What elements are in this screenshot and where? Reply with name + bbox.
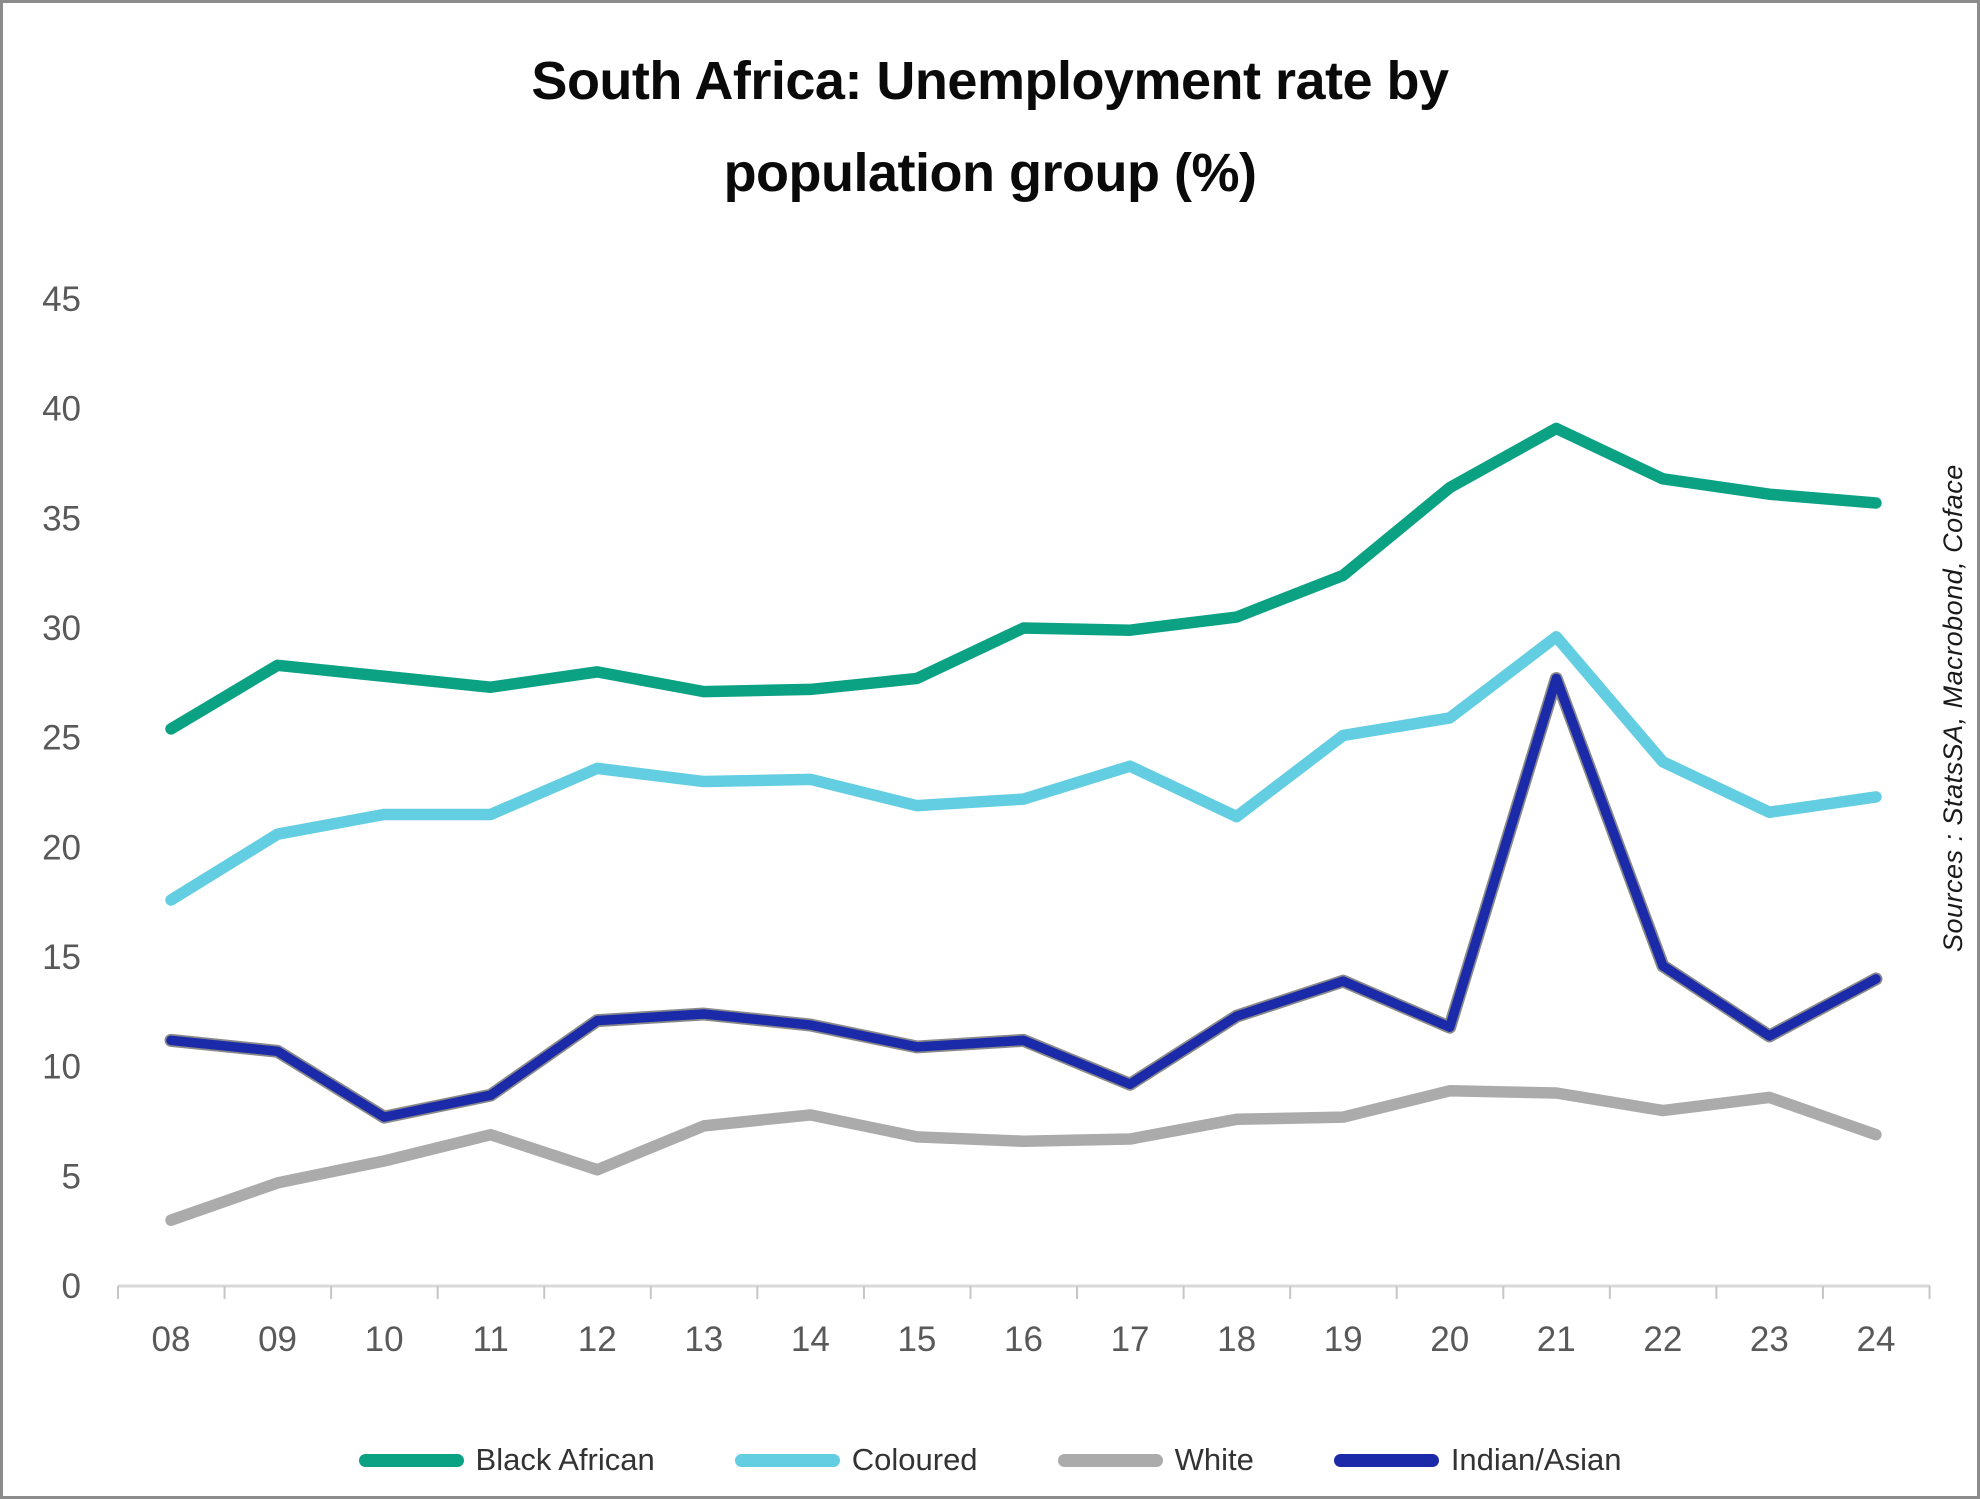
x-axis-tick-label: 21	[1537, 1320, 1576, 1359]
x-axis-tick-label: 12	[578, 1320, 617, 1359]
y-axis-tick-label: 35	[42, 499, 81, 538]
y-axis-tick-label: 45	[42, 280, 81, 319]
x-axis-tick-label: 09	[258, 1320, 297, 1359]
legend-item-white: White	[1057, 1442, 1254, 1478]
series-line-indian-asian-outline	[164, 671, 1883, 1124]
chart-title-line2: population group (%)	[723, 143, 1257, 203]
x-axis-tick-label: 15	[897, 1320, 936, 1359]
y-axis-tick-label: 0	[62, 1267, 81, 1306]
legend-swatch-white	[1057, 1453, 1163, 1467]
y-axis-tick-label: 40	[42, 390, 81, 429]
y-axis-tick-label: 10	[42, 1048, 81, 1087]
legend-swatch-indian-asian	[1333, 1453, 1439, 1467]
chart-title-line1: South Africa: Unemployment rate by	[531, 51, 1449, 111]
x-axis-tick-label: 22	[1643, 1320, 1682, 1359]
legend-label-white: White	[1174, 1442, 1254, 1477]
y-axis-tick-label: 25	[42, 719, 81, 758]
x-axis-tick-label: 19	[1324, 1320, 1363, 1359]
series-line-indian-asian	[166, 673, 1881, 1122]
x-axis-tick-label: 16	[1004, 1320, 1043, 1359]
legend-label-indian-asian: Indian/Asian	[1450, 1442, 1622, 1477]
line-chart-plot-area: 0 5 10 15 20 25 30 35 40 45 08 09 10 11 12 13 14 15 16 17 18…	[42, 280, 1931, 1359]
series-line-white	[165, 1085, 1882, 1226]
legend-swatch-black-african	[358, 1453, 464, 1467]
x-axis-tick-label: 18	[1217, 1320, 1256, 1359]
legend-item-black-african: Black African	[358, 1442, 655, 1478]
y-axis-tick-label: 30	[42, 609, 81, 648]
x-axis-tick-label: 13	[684, 1320, 723, 1359]
chart-legend: Black African Coloured White Indian/Asian	[3, 1442, 1977, 1478]
series-line-black-african	[165, 422, 1882, 735]
x-axis-tick-label: 11	[473, 1320, 509, 1359]
legend-item-coloured: Coloured	[734, 1442, 978, 1478]
y-axis-tick-label: 15	[42, 938, 81, 977]
series-line-coloured	[165, 631, 1882, 906]
x-axis-tick-label: 24	[1856, 1320, 1895, 1359]
legend-swatch-coloured	[734, 1453, 840, 1467]
x-axis-tick-label: 08	[152, 1320, 191, 1359]
x-axis-tick-label: 17	[1111, 1320, 1150, 1359]
chart-title: South Africa: Unemployment rate by popul…	[3, 35, 1977, 219]
x-axis-tick-label: 14	[791, 1320, 830, 1359]
source-note: Sources : StatsSA, Macrobond, Coface	[1938, 464, 1968, 952]
x-axis-tick-label: 10	[365, 1320, 404, 1359]
x-axis-tick-label: 20	[1430, 1320, 1469, 1359]
legend-label-coloured: Coloured	[851, 1442, 978, 1477]
legend-label-black-african: Black African	[475, 1442, 655, 1477]
x-axis-tick-label: 23	[1750, 1320, 1789, 1359]
legend-item-indian-asian: Indian/Asian	[1333, 1442, 1622, 1478]
y-axis-tick-label: 20	[42, 828, 81, 867]
y-axis-tick-label: 5	[62, 1157, 81, 1196]
